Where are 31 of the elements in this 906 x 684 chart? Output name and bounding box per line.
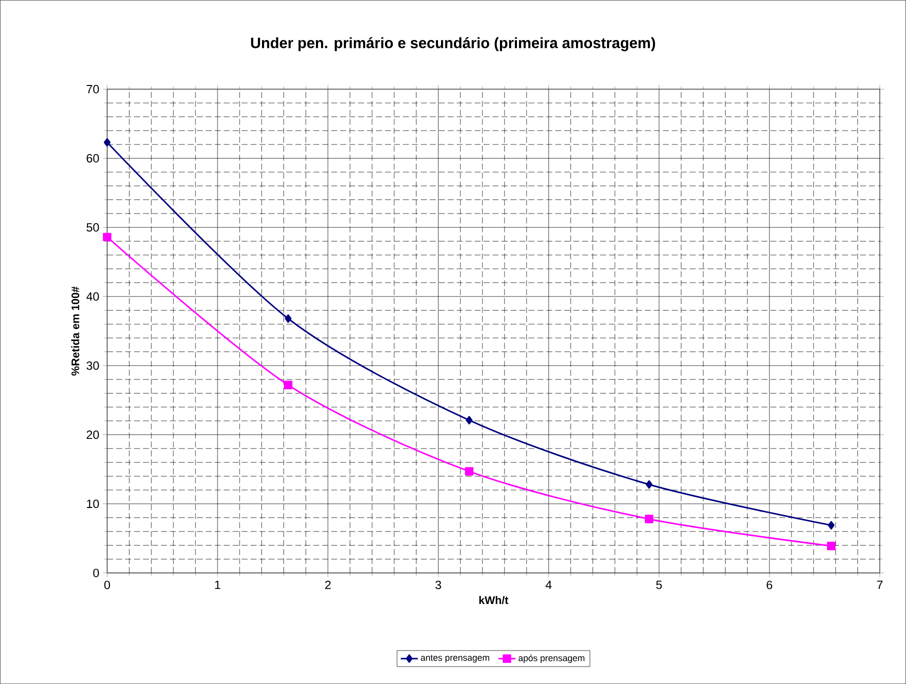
- legend-label: antes prensagem: [420, 654, 490, 663]
- legend-label: após prensagem: [518, 654, 584, 663]
- y-tick-label: 20: [86, 430, 99, 439]
- point: [646, 480, 652, 489]
- y-axis-title: %Retida em 100#: [71, 286, 80, 376]
- x-tick-label: 3: [435, 580, 442, 590]
- y-tick-label: 30: [86, 361, 99, 370]
- x-axis-title: kWh/t: [479, 596, 508, 604]
- point: [102, 232, 112, 242]
- x-tick-label: 2: [325, 580, 331, 590]
- y-tick-label: 10: [87, 500, 99, 508]
- x-tick-label: 1: [215, 580, 220, 589]
- y-tick-label: 40: [86, 292, 99, 301]
- point: [464, 467, 474, 476]
- x-tick-label: 5: [656, 580, 662, 589]
- chart-title: Under pen. primário e secundário (primeira amostragem): [251, 37, 656, 52]
- y-tick-label: 50: [86, 223, 99, 232]
- point: [466, 416, 473, 424]
- x-tick-label: 0: [104, 580, 110, 590]
- x-tick-label: 4: [546, 580, 552, 589]
- x-tick-label: 7: [877, 580, 883, 589]
- y-tick-label: 60: [86, 154, 99, 162]
- y-tick-label: 0: [93, 568, 99, 578]
- point: [828, 520, 835, 530]
- point: [284, 314, 292, 323]
- point: [644, 514, 654, 524]
- point: [827, 542, 836, 550]
- x-tick-label: 6: [766, 580, 772, 590]
- point: [104, 138, 111, 147]
- y-tick-label: 70: [86, 84, 99, 94]
- point: [284, 380, 292, 390]
